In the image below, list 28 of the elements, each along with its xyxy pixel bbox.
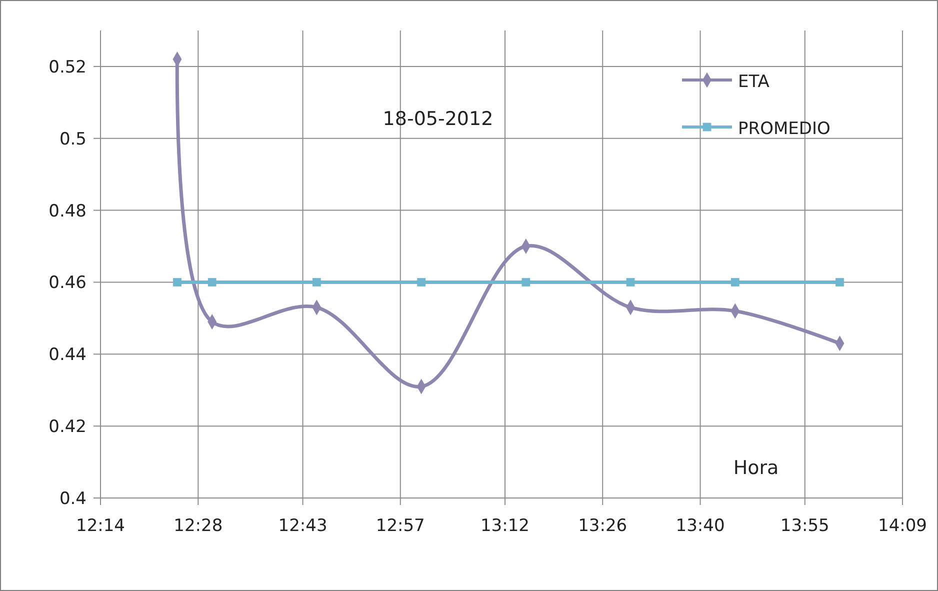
- x-tick-label: 12:14: [76, 516, 125, 536]
- y-tick-label: 0.48: [48, 201, 86, 222]
- point: [522, 278, 530, 286]
- y-tick-label: 0.4: [59, 489, 86, 509]
- x-tick-label: 13:12: [480, 516, 530, 536]
- x-tick-label: 12:43: [278, 516, 328, 536]
- x-tick-label: 12:28: [174, 516, 223, 536]
- y-tick-label: 0.44: [48, 345, 86, 366]
- legend-label: ETA: [738, 72, 770, 92]
- y-tick-label: 0.46: [48, 273, 86, 294]
- point: [312, 278, 321, 286]
- legend-label: PROMEDIO: [738, 119, 830, 139]
- y-tick-label: 0.42: [48, 417, 86, 438]
- x-axis-title: Hora: [733, 457, 779, 479]
- annotation: 18-05-2012: [382, 108, 494, 130]
- point: [626, 278, 635, 286]
- y-tick-label: 0.52: [48, 57, 86, 78]
- x-tick-label: 13:55: [780, 516, 830, 536]
- x-tick-label: 12:57: [376, 516, 425, 536]
- x-tick-label: 14:09: [878, 516, 927, 536]
- x-tick-label: 13:40: [676, 516, 725, 536]
- point: [417, 278, 426, 286]
- x-tick-label: 13:26: [578, 516, 628, 536]
- point: [836, 278, 844, 286]
- point: [208, 278, 216, 286]
- y-tick-label: 0.5: [59, 129, 86, 150]
- point: [173, 278, 182, 286]
- point: [730, 278, 740, 286]
